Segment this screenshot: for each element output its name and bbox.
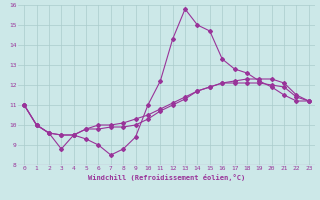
X-axis label: Windchill (Refroidissement éolien,°C): Windchill (Refroidissement éolien,°C): [88, 174, 245, 181]
